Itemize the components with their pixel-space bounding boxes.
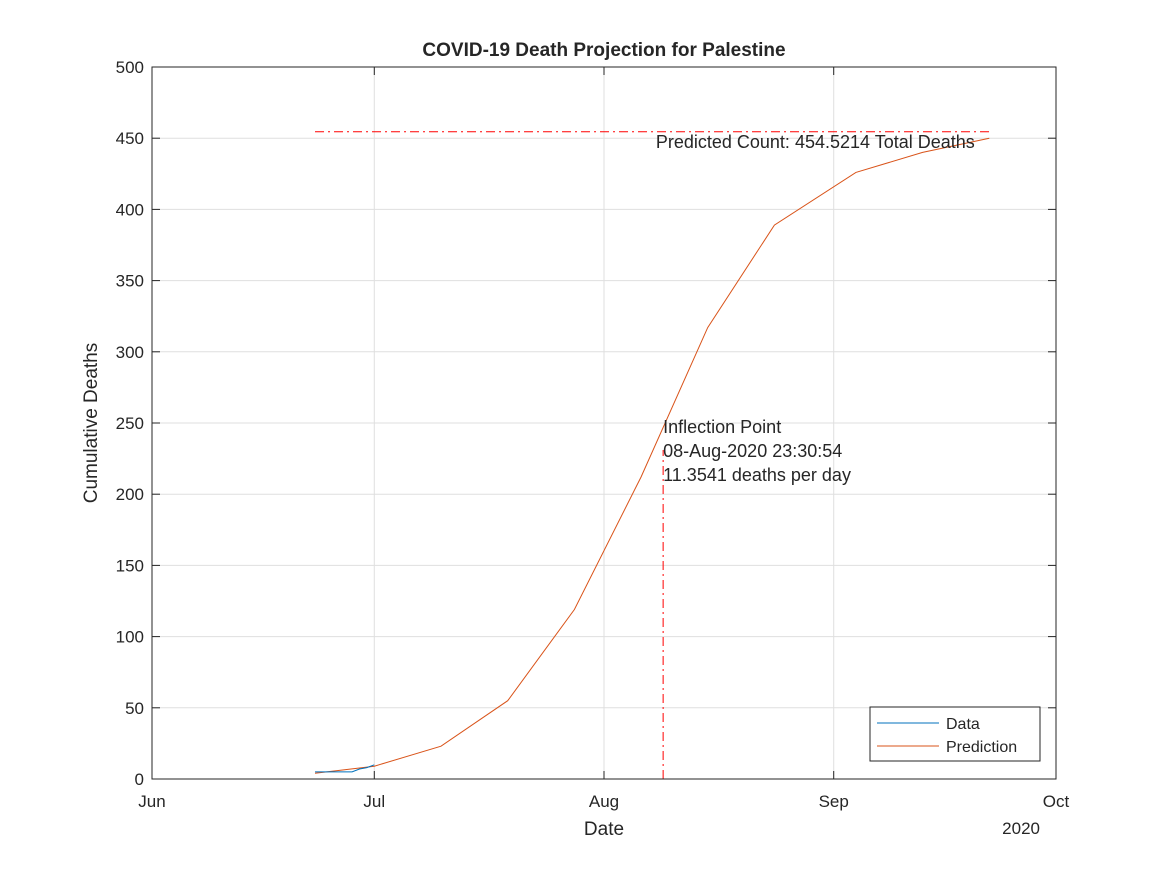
x-tick-label: Jun [138, 792, 165, 811]
inflection-point-annotation-line: Inflection Point [663, 417, 781, 437]
y-tick-label: 250 [116, 414, 144, 433]
legend-prediction-label: Prediction [946, 739, 1017, 756]
x-axis-year-label: 2020 [1002, 819, 1040, 838]
series-data-line [315, 764, 375, 773]
x-tick-label: Aug [589, 792, 619, 811]
y-tick-label: 350 [116, 272, 144, 291]
x-axis-label: Date [584, 819, 624, 840]
legend: Data Prediction [869, 706, 1041, 762]
legend-data-label: Data [946, 716, 980, 733]
inflection-point-annotation-line: 08-Aug-2020 23:30:54 [663, 441, 842, 461]
y-tick-label: 100 [116, 628, 144, 647]
series [314, 137, 990, 774]
y-axis-label: Cumulative Deaths [81, 343, 102, 504]
y-tick-label: 400 [116, 200, 144, 219]
series-prediction-line [314, 137, 990, 774]
reference-lines [315, 131, 990, 779]
y-tick-label: 150 [116, 556, 144, 575]
y-tick-label: 50 [125, 699, 144, 718]
inflection-point-annotation-line: 11.3541 deaths per day [663, 465, 851, 485]
annotations: Predicted Count: 454.5214 Total Deaths In… [656, 132, 975, 485]
ticks: 0 50 100 150 200 250 300 350 400 450 500 Jun Jul Aug S… [116, 58, 1070, 811]
y-tick-label: 300 [116, 343, 144, 362]
predicted-count-annotation-line: Predicted Count: 454.5214 Total Deaths [656, 132, 975, 152]
chart-title: COVID-19 Death Projection for Palestine [422, 40, 785, 61]
legend-box [869, 706, 1041, 762]
x-tick-label: Oct [1043, 792, 1070, 811]
x-tick-label: Jul [363, 792, 385, 811]
y-tick-label: 450 [116, 129, 144, 148]
y-tick-label: 500 [116, 58, 144, 77]
y-tick-label: 0 [135, 770, 144, 789]
x-tick-label: Sep [819, 792, 849, 811]
y-tick-label: 200 [116, 485, 144, 504]
